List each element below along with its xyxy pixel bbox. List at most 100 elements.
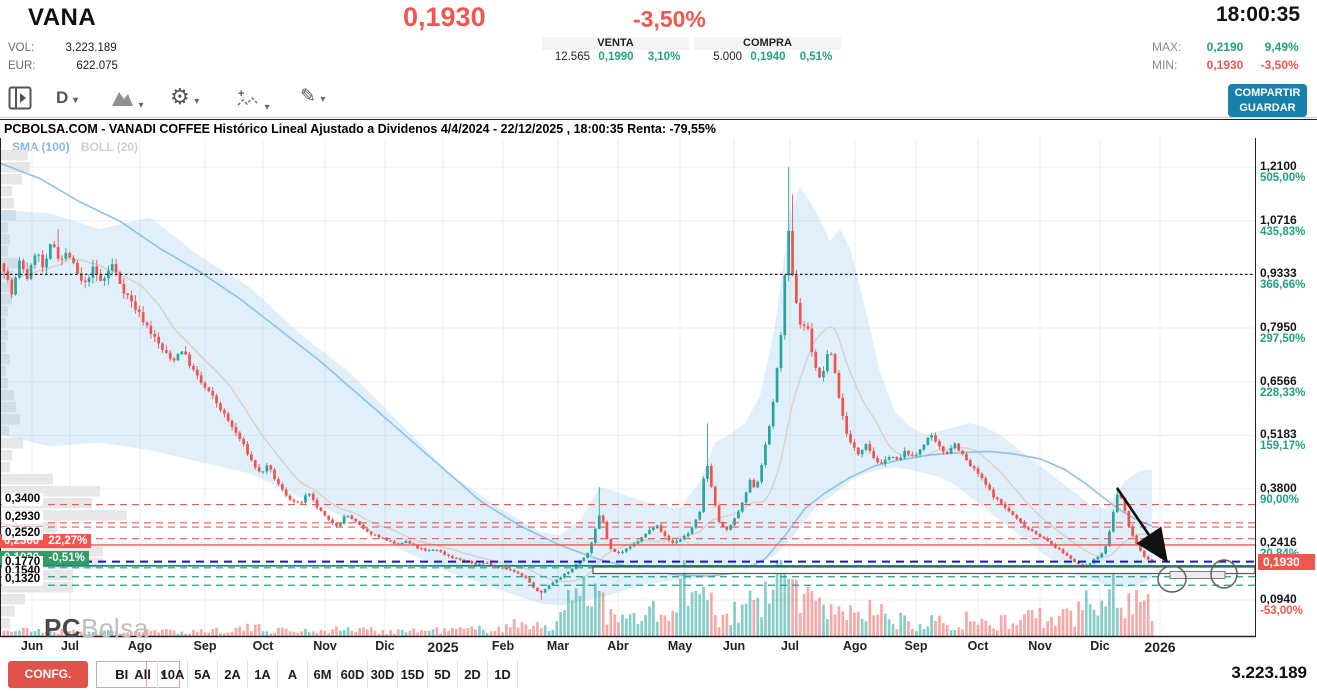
range-button-1A[interactable]: 1A (248, 661, 278, 688)
volume-bar (574, 588, 578, 636)
drawn-arrow-line[interactable] (1115, 487, 1150, 536)
candle-body (1112, 511, 1115, 532)
max-label: MAX: (1152, 40, 1182, 54)
volume-bar (891, 624, 895, 636)
candle-body (694, 519, 698, 528)
candle-body (899, 457, 903, 460)
volume-bar (849, 605, 852, 636)
volume-bar (346, 627, 350, 636)
chart-type-button[interactable]: ▾ (110, 88, 143, 113)
drawn-connector-bar[interactable] (1169, 571, 1226, 579)
price-chart[interactable] (0, 138, 1256, 638)
volume-bar (578, 595, 582, 636)
candle-body (1015, 514, 1019, 519)
volume-bar (172, 630, 176, 636)
candle-body (625, 548, 628, 552)
share-save-button[interactable]: COMPARTIR GUARDAR (1228, 84, 1307, 117)
market-selector[interactable]: BI ▼ (96, 661, 180, 688)
range-button-15D[interactable]: 15D (398, 661, 428, 688)
volume-bar (1115, 607, 1119, 636)
candle-body (539, 590, 543, 593)
volume-bar (512, 619, 516, 636)
range-button-A[interactable]: A (278, 661, 308, 688)
volume-bar (988, 625, 991, 636)
volume-bar (984, 620, 988, 636)
volume-bar (358, 628, 361, 636)
range-button-30D[interactable]: 30D (368, 661, 398, 688)
range-button-10A[interactable]: 10A (158, 661, 188, 688)
range-button-All[interactable]: All (128, 661, 158, 688)
drawn-channel-rect[interactable] (592, 566, 1256, 575)
volume-bar (68, 631, 72, 636)
volume-bar (969, 621, 972, 636)
volume-bar (462, 628, 466, 636)
min-pct: -3,50% (1260, 58, 1299, 72)
volume-bar (246, 623, 249, 636)
volume-bar (350, 630, 354, 636)
candle-body (883, 459, 887, 464)
drawn-circle[interactable] (1157, 565, 1187, 593)
volume-bar (369, 627, 373, 636)
symbol-ticker: VANA (28, 4, 97, 31)
last-price: 0,1930 (403, 2, 486, 32)
settings-button[interactable]: ⚙ ▾ (170, 84, 199, 110)
candle-body (49, 244, 52, 259)
add-indicator-button[interactable]: + ▾ (236, 88, 269, 115)
time-axis-label: Ago (127, 639, 153, 653)
drawn-arrow-head[interactable] (1136, 526, 1168, 563)
volume-bar (238, 626, 242, 636)
volume-bar (856, 611, 860, 636)
candle-body (999, 499, 1003, 504)
range-button-2A[interactable]: 2A (218, 661, 248, 688)
candle-body (261, 471, 265, 473)
candle-body (126, 293, 129, 296)
range-button-1D[interactable]: 1D (488, 661, 518, 688)
drawn-circle[interactable] (1210, 559, 1238, 589)
time-axis[interactable]: Jun Jul Ago Sep Oct Nov Dic 2025 Feb Mar Abr May Jun… (0, 638, 1256, 658)
volume-bar (926, 626, 930, 636)
volume-bar (740, 604, 744, 636)
gear-icon: ⚙ (170, 84, 190, 109)
range-button-6M[interactable]: 6M (308, 661, 338, 688)
candle-body (83, 280, 87, 283)
range-button-60D[interactable]: 60D (338, 661, 368, 688)
interval-button[interactable]: D ▾ (56, 88, 78, 108)
candle-body (207, 387, 211, 391)
candle-body (594, 528, 597, 543)
candle-body (555, 579, 559, 583)
volume-bar (547, 631, 551, 636)
volume-bar (1123, 618, 1127, 636)
candle-body (938, 441, 941, 447)
panel-toggle-button[interactable] (8, 86, 32, 115)
candle-body (783, 275, 787, 336)
volume-bar (493, 630, 497, 636)
volume-bar (663, 615, 667, 636)
candle-body (976, 468, 980, 474)
draw-tools-button[interactable]: ✎ ▾ (300, 85, 325, 108)
volume-bar (586, 605, 589, 636)
volume-bar (1046, 621, 1049, 636)
range-button-5D[interactable]: 5D (428, 661, 458, 688)
candle-body (277, 479, 280, 485)
volume-bar (466, 628, 470, 636)
config-button[interactable]: CONFG. (8, 661, 88, 688)
volume-bar (1030, 610, 1034, 636)
volume-bar (887, 619, 891, 636)
candle-body (443, 551, 446, 555)
range-button-5A[interactable]: 5A (188, 661, 218, 688)
volume-bar (686, 605, 690, 636)
candle-body (1096, 557, 1100, 560)
range-button-2D[interactable]: 2D (458, 661, 488, 688)
volume-bar (107, 630, 110, 636)
volume-bar (408, 630, 412, 636)
area-chart-icon (112, 92, 133, 106)
axis-tick-percent: 90,00% (1260, 494, 1300, 507)
volume-bar (342, 630, 346, 636)
time-axis-label: Oct (252, 639, 274, 653)
axis-tick-price: 0,6566 (1260, 373, 1297, 388)
candle-body (41, 254, 44, 268)
volume-bar (366, 629, 369, 636)
candle-body (880, 462, 883, 464)
legend-boll[interactable]: BOLL (20) (80, 140, 139, 154)
candle-body (922, 444, 926, 450)
